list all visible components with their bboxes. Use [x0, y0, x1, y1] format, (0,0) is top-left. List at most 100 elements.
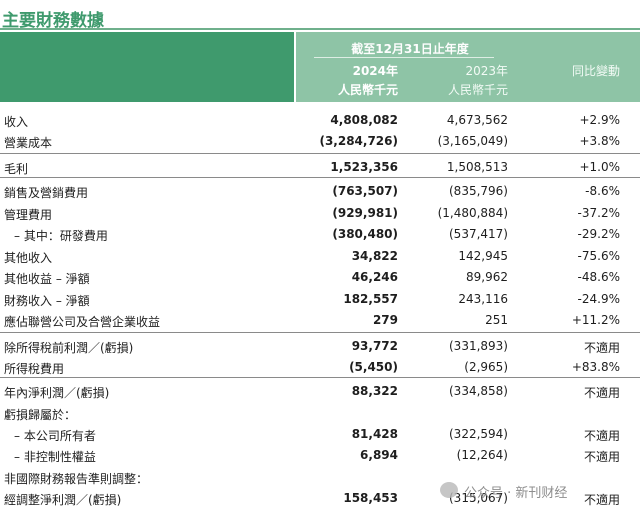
- value-2023: (331,893): [449, 339, 508, 353]
- row-label: 其他收益 – 淨額: [4, 272, 90, 286]
- row-label: 所得稅費用: [4, 362, 65, 376]
- value-2023: (835,796): [449, 184, 508, 198]
- value-2024: (929,981): [332, 206, 398, 220]
- value-change: -48.6%: [577, 270, 620, 284]
- value-change: 不適用: [583, 386, 620, 400]
- header-2024-year: 2024年: [352, 64, 398, 78]
- table-row: 虧損歸屬於：: [0, 403, 640, 424]
- table-row: 毛利 1,523,356 1,508,513 +1.0%: [0, 157, 640, 178]
- table-row: 財務收入 – 淨額 182,557 243,116 -24.9%: [0, 289, 640, 310]
- value-2024: (763,507): [332, 184, 398, 198]
- row-label: 經調整淨利潤／(虧損): [4, 493, 122, 507]
- table-row: 銷售及營銷費用 (763,507) (835,796) -8.6%: [0, 181, 640, 202]
- value-change: -37.2%: [577, 206, 620, 220]
- table-row: 管理費用 (929,981) (1,480,884) -37.2%: [0, 203, 640, 224]
- table-row: 所得稅費用 (5,450) (2,965) +83.8%: [0, 357, 640, 378]
- header-period: 截至12月31日止年度: [351, 42, 469, 56]
- value-2023: (3,165,049): [437, 134, 508, 148]
- value-2023: (334,858): [449, 384, 508, 398]
- row-divider: [0, 177, 640, 178]
- table-row: 經調整淨利潤／(虧損) 158,453 (315,067) 不適用: [0, 488, 640, 509]
- value-2023: 243,116: [458, 292, 508, 306]
- row-label: 非國際財務報告準則調整：: [4, 472, 149, 486]
- value-2024: 46,246: [351, 270, 398, 284]
- header-change: 同比變動: [571, 64, 620, 78]
- value-change: -29.2%: [577, 227, 620, 241]
- value-2024: 279: [372, 313, 398, 327]
- row-divider: [0, 153, 640, 154]
- table-row: – 非控制性權益 6,894 (12,264) 不適用: [0, 445, 640, 466]
- row-label: 毛利: [4, 162, 29, 176]
- watermark: 公众号 · 新刊财经: [440, 478, 640, 508]
- value-2024: (5,450): [349, 360, 398, 374]
- table-row: – 其中：研發費用 (380,480) (537,417) -29.2%: [0, 224, 640, 245]
- value-2024: (380,480): [332, 227, 398, 241]
- table-row: 除所得稅前利潤／(虧損) 93,772 (331,893) 不適用: [0, 336, 640, 357]
- value-2024: 4,808,082: [330, 113, 398, 127]
- value-2023: 4,673,562: [446, 113, 508, 127]
- value-2023: (2,965): [464, 360, 508, 374]
- watermark-text: 公众号 · 新刊财经: [464, 486, 568, 501]
- value-2023: (322,594): [449, 427, 508, 441]
- value-change: +3.8%: [579, 134, 620, 148]
- value-change: 不適用: [583, 341, 620, 355]
- table-row: – 本公司所有者 81,428 (322,594) 不適用: [0, 424, 640, 445]
- row-label: 管理費用: [4, 208, 53, 222]
- table-row: 其他收益 – 淨額 46,246 89,962 -48.6%: [0, 267, 640, 288]
- value-2024: 81,428: [351, 427, 398, 441]
- header-label-cell: [0, 32, 294, 102]
- value-2024: 93,772: [351, 339, 398, 353]
- value-2023: (315,067): [449, 491, 508, 505]
- table-row: 其他收入 34,822 142,945 -75.6%: [0, 246, 640, 267]
- wechat-icon: [440, 482, 458, 498]
- row-divider: [0, 377, 640, 378]
- row-label: 銷售及營銷費用: [4, 186, 89, 200]
- table-row: 年內淨利潤／(虧損) 88,322 (334,858) 不適用: [0, 381, 640, 402]
- value-2024: 1,523,356: [330, 160, 398, 174]
- value-2024: 88,322: [351, 384, 398, 398]
- header-value-cell: [296, 32, 640, 102]
- row-label: 除所得稅前利潤／(虧損): [4, 341, 134, 355]
- value-2024: 6,894: [360, 448, 398, 462]
- table-row: 營業成本 (3,284,726) (3,165,049) +3.8%: [0, 131, 640, 152]
- value-change: 不適用: [583, 493, 620, 507]
- value-change: -24.9%: [577, 292, 620, 306]
- row-label: 應佔聯營公司及合營企業收益: [4, 315, 161, 329]
- value-change: +2.9%: [579, 113, 620, 127]
- header-2023-unit: 人民幣千元: [447, 83, 508, 97]
- row-label: – 本公司所有者: [14, 429, 96, 443]
- value-2023: (537,417): [449, 227, 508, 241]
- value-2023: 251: [485, 313, 508, 327]
- value-2023: (12,264): [456, 448, 508, 462]
- value-change: -75.6%: [577, 249, 620, 263]
- table-row: 非國際財務報告準則調整：: [0, 467, 640, 488]
- row-label: 虧損歸屬於：: [4, 408, 77, 422]
- row-label: 年內淨利潤／(虧損): [4, 386, 110, 400]
- header-2023-year: 2023年: [465, 64, 508, 78]
- value-2024: 34,822: [351, 249, 398, 263]
- value-2024: (3,284,726): [319, 134, 398, 148]
- value-change: 不適用: [583, 429, 620, 443]
- value-2023: 1,508,513: [446, 160, 508, 174]
- row-label: – 其中：研發費用: [14, 229, 108, 243]
- table-row: 收入 4,808,082 4,673,562 +2.9%: [0, 110, 640, 131]
- value-2024: 158,453: [343, 491, 398, 505]
- row-label: 收入: [4, 115, 29, 129]
- value-2023: 89,962: [466, 270, 508, 284]
- value-change: +83.8%: [571, 360, 620, 374]
- header-2024-unit: 人民幣千元: [337, 83, 398, 97]
- row-divider: [0, 332, 640, 333]
- value-2023: (1,480,884): [437, 206, 508, 220]
- row-label: 營業成本: [4, 136, 53, 150]
- value-change: 不適用: [583, 450, 620, 464]
- value-2024: 182,557: [343, 292, 398, 306]
- row-label: 財務收入 – 淨額: [4, 294, 90, 308]
- table-row: 應佔聯營公司及合營企業收益 279 251 +11.2%: [0, 310, 640, 331]
- value-change: +11.2%: [571, 313, 620, 327]
- page-title: 主要財務數據: [2, 11, 104, 31]
- title-rule: [0, 28, 640, 30]
- value-2023: 142,945: [458, 249, 508, 263]
- row-label: 其他收入: [4, 251, 53, 265]
- value-change: -8.6%: [585, 184, 620, 198]
- header-period-underline: [314, 57, 494, 58]
